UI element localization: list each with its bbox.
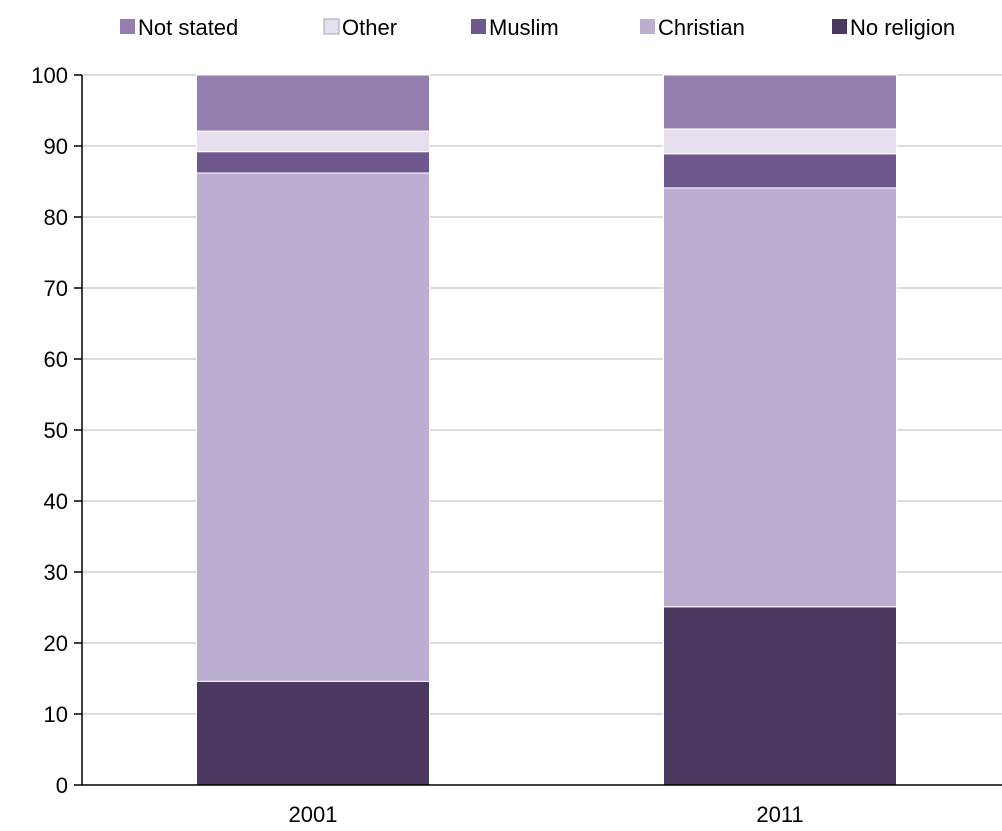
bar-segment-other-2011 <box>663 128 897 155</box>
legend-swatch <box>640 19 655 34</box>
x-tick-label: 2011 <box>756 802 803 827</box>
y-tick-label: 10 <box>44 702 68 727</box>
legend-label: Christian <box>658 15 745 40</box>
legend-label: Not stated <box>138 15 238 40</box>
bar-segment-muslim-2011 <box>663 153 897 189</box>
bar-segment-not-stated-2011 <box>663 74 897 130</box>
bars <box>196 74 897 786</box>
y-tick-label: 0 <box>56 773 68 798</box>
legend-swatch <box>323 18 340 35</box>
y-tick-label: 70 <box>44 276 68 301</box>
y-tick-label: 40 <box>44 489 68 514</box>
y-tick-label: 30 <box>44 560 68 585</box>
legend: Not stated Other Muslim Christian No religio… <box>120 15 955 40</box>
y-tick-label: 60 <box>44 347 68 372</box>
bar-segment-other-2001 <box>196 130 430 153</box>
y-tick-label: 90 <box>44 134 68 159</box>
y-tick-label: 80 <box>44 205 68 230</box>
bar-segment-no-religion-2011 <box>663 606 897 786</box>
y-tick-label: 50 <box>44 418 68 443</box>
bar-segment-christian-2001 <box>196 172 430 682</box>
y-tick-label: 100 <box>31 63 68 88</box>
x-tick-labels: 2001 2011 <box>289 802 804 827</box>
legend-swatch <box>832 19 847 34</box>
legend-swatch <box>120 19 135 34</box>
legend-label: Other <box>342 15 397 40</box>
x-tick-label: 2001 <box>289 802 338 827</box>
axes <box>81 75 1002 786</box>
bar-segment-christian-2011 <box>663 187 897 608</box>
legend-swatch <box>471 19 486 34</box>
bar-segment-no-religion-2001 <box>196 680 430 786</box>
y-tick-labels: 0 10 20 30 40 50 60 70 80 90 100 <box>31 63 68 798</box>
legend-label: No religion <box>850 15 955 40</box>
y-tick-label: 20 <box>44 631 68 656</box>
bar-segment-muslim-2001 <box>196 151 430 174</box>
bar-segment-not-stated-2001 <box>196 74 430 132</box>
legend-label: Muslim <box>489 15 559 40</box>
